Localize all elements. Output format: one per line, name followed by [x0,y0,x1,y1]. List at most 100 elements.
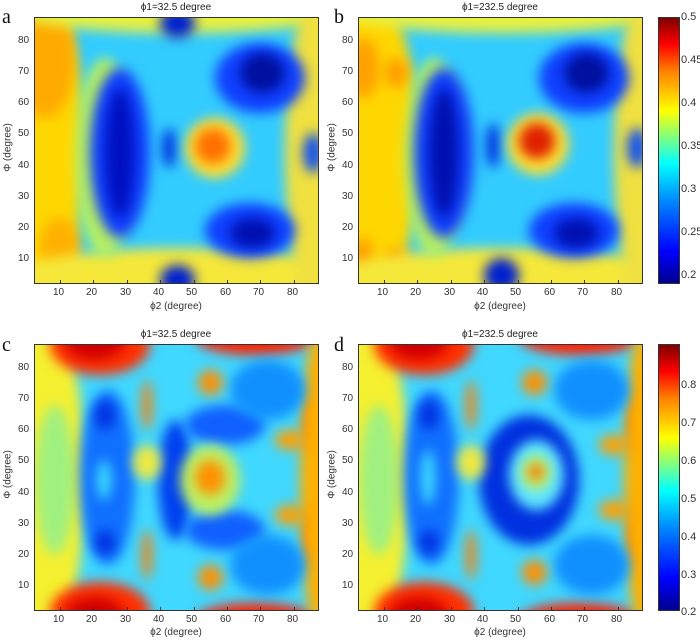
colorbar-bottom-label: 0.6 [681,455,697,467]
x-tick-label: 10 [377,614,389,625]
x-axis-title-a: ϕ2 (degree) [150,301,202,312]
x-axis-title-d: ϕ2 (degree) [474,627,526,638]
y-tick-label: 70 [18,66,30,77]
y-tick-label: 20 [342,549,354,560]
y-tick-label: 30 [342,518,354,529]
x-tick-label: 20 [86,614,98,625]
y-tick-label: 40 [342,487,354,498]
colorbar-bottom-label: 0.5 [681,493,697,505]
x-tick-label: 30 [444,614,456,625]
plot-title-c: ϕ1=32.5 degree [140,329,212,340]
y-tick-label: 30 [18,518,30,529]
x-tick-label: 40 [477,287,489,298]
x-tick-label: 30 [120,287,132,298]
x-axis-title-b: ϕ2 (degree) [474,301,526,312]
y-tick-label: 10 [342,253,354,264]
x-tick-label: 50 [510,614,522,625]
x-tick-label: 80 [287,287,299,298]
panel-letter-d: d [334,334,344,356]
colorbar-bottom-label: 0.8 [681,379,697,391]
y-tick-label: 60 [18,97,30,108]
y-tick-label: 40 [18,160,30,171]
y-tick-label: 20 [342,222,354,233]
y-tick-label: 50 [342,128,354,139]
x-tick-label: 80 [611,287,623,298]
x-tick-label: 40 [153,614,165,625]
x-tick-label: 60 [220,614,232,625]
panel-letter-b: b [334,6,344,28]
y-tick-label: 40 [342,160,354,171]
y-tick-label: 60 [342,424,354,435]
x-tick-label: 60 [544,614,556,625]
x-tick-label: 30 [444,287,456,298]
x-tick-label: 10 [377,287,389,298]
colorbar-bottom-label: 0.4 [681,531,697,543]
y-tick-label: 80 [342,35,354,46]
x-tick-label: 70 [577,614,589,625]
colorbar-bottom-label: 0.2 [681,606,697,618]
colorbar-top-label: 0.3 [681,183,697,195]
y-axis-title-d: Φ (degree) [326,450,338,499]
y-tick-label: 10 [18,253,30,264]
x-tick-label: 50 [510,287,522,298]
y-tick-label: 40 [18,487,30,498]
x-tick-label: 70 [253,287,265,298]
colorbar-top-label: 0.45 [681,54,700,66]
x-tick-label: 70 [577,287,589,298]
x-tick-label: 10 [53,614,65,625]
x-tick-label: 20 [410,287,422,298]
colorbar-top-label: 0.4 [681,97,697,109]
panel-letter-a: a [2,6,11,28]
y-tick-label: 80 [342,362,354,373]
x-axis-title-c: ϕ2 (degree) [150,627,202,638]
y-tick-label: 80 [18,362,30,373]
y-tick-label: 30 [342,191,354,202]
heatmap-plot-b [358,17,643,284]
colorbar-top-label: 0.2 [681,269,697,281]
y-axis-title-a: Φ (degree) [2,123,14,172]
heatmap-plot-d [358,344,643,611]
colorbar-top [658,17,680,284]
x-tick-label: 50 [186,287,198,298]
y-tick-label: 20 [18,222,30,233]
x-tick-label: 20 [86,287,98,298]
x-tick-label: 50 [186,614,198,625]
y-tick-label: 80 [18,35,30,46]
colorbar-bottom-label: 0.3 [681,569,697,581]
y-tick-label: 10 [18,580,30,591]
y-tick-label: 70 [342,66,354,77]
x-tick-label: 10 [53,287,65,298]
colorbar-bottom [658,344,680,611]
y-tick-label: 70 [18,393,30,404]
y-tick-label: 60 [18,424,30,435]
y-tick-label: 20 [18,549,30,560]
x-tick-label: 80 [611,614,623,625]
plot-title-a: ϕ1=32.5 degree [140,2,212,13]
y-tick-label: 50 [18,455,30,466]
panel-letter-c: c [2,334,11,356]
plot-title-b: ϕ1=232.5 degree [462,2,538,13]
y-tick-label: 10 [342,580,354,591]
heatmap-plot-c [34,344,319,611]
x-tick-label: 20 [410,614,422,625]
y-tick-label: 30 [18,191,30,202]
colorbar-top-label: 0.25 [681,226,700,238]
colorbar-bottom-label: 0.7 [681,417,697,429]
x-tick-label: 60 [544,287,556,298]
x-tick-label: 80 [287,614,299,625]
y-tick-label: 50 [18,128,30,139]
x-tick-label: 40 [153,287,165,298]
x-tick-label: 30 [120,614,132,625]
x-tick-label: 60 [220,287,232,298]
colorbar-top-label: 0.5 [681,11,697,23]
y-tick-label: 50 [342,455,354,466]
y-axis-title-c: Φ (degree) [2,450,14,499]
x-tick-label: 70 [253,614,265,625]
y-tick-label: 60 [342,97,354,108]
plot-title-d: ϕ1=232.5 degree [462,329,538,340]
x-tick-label: 40 [477,614,489,625]
heatmap-plot-a [34,17,319,284]
y-tick-label: 70 [342,393,354,404]
y-axis-title-b: Φ (degree) [326,123,338,172]
colorbar-top-label: 0.35 [681,140,700,152]
